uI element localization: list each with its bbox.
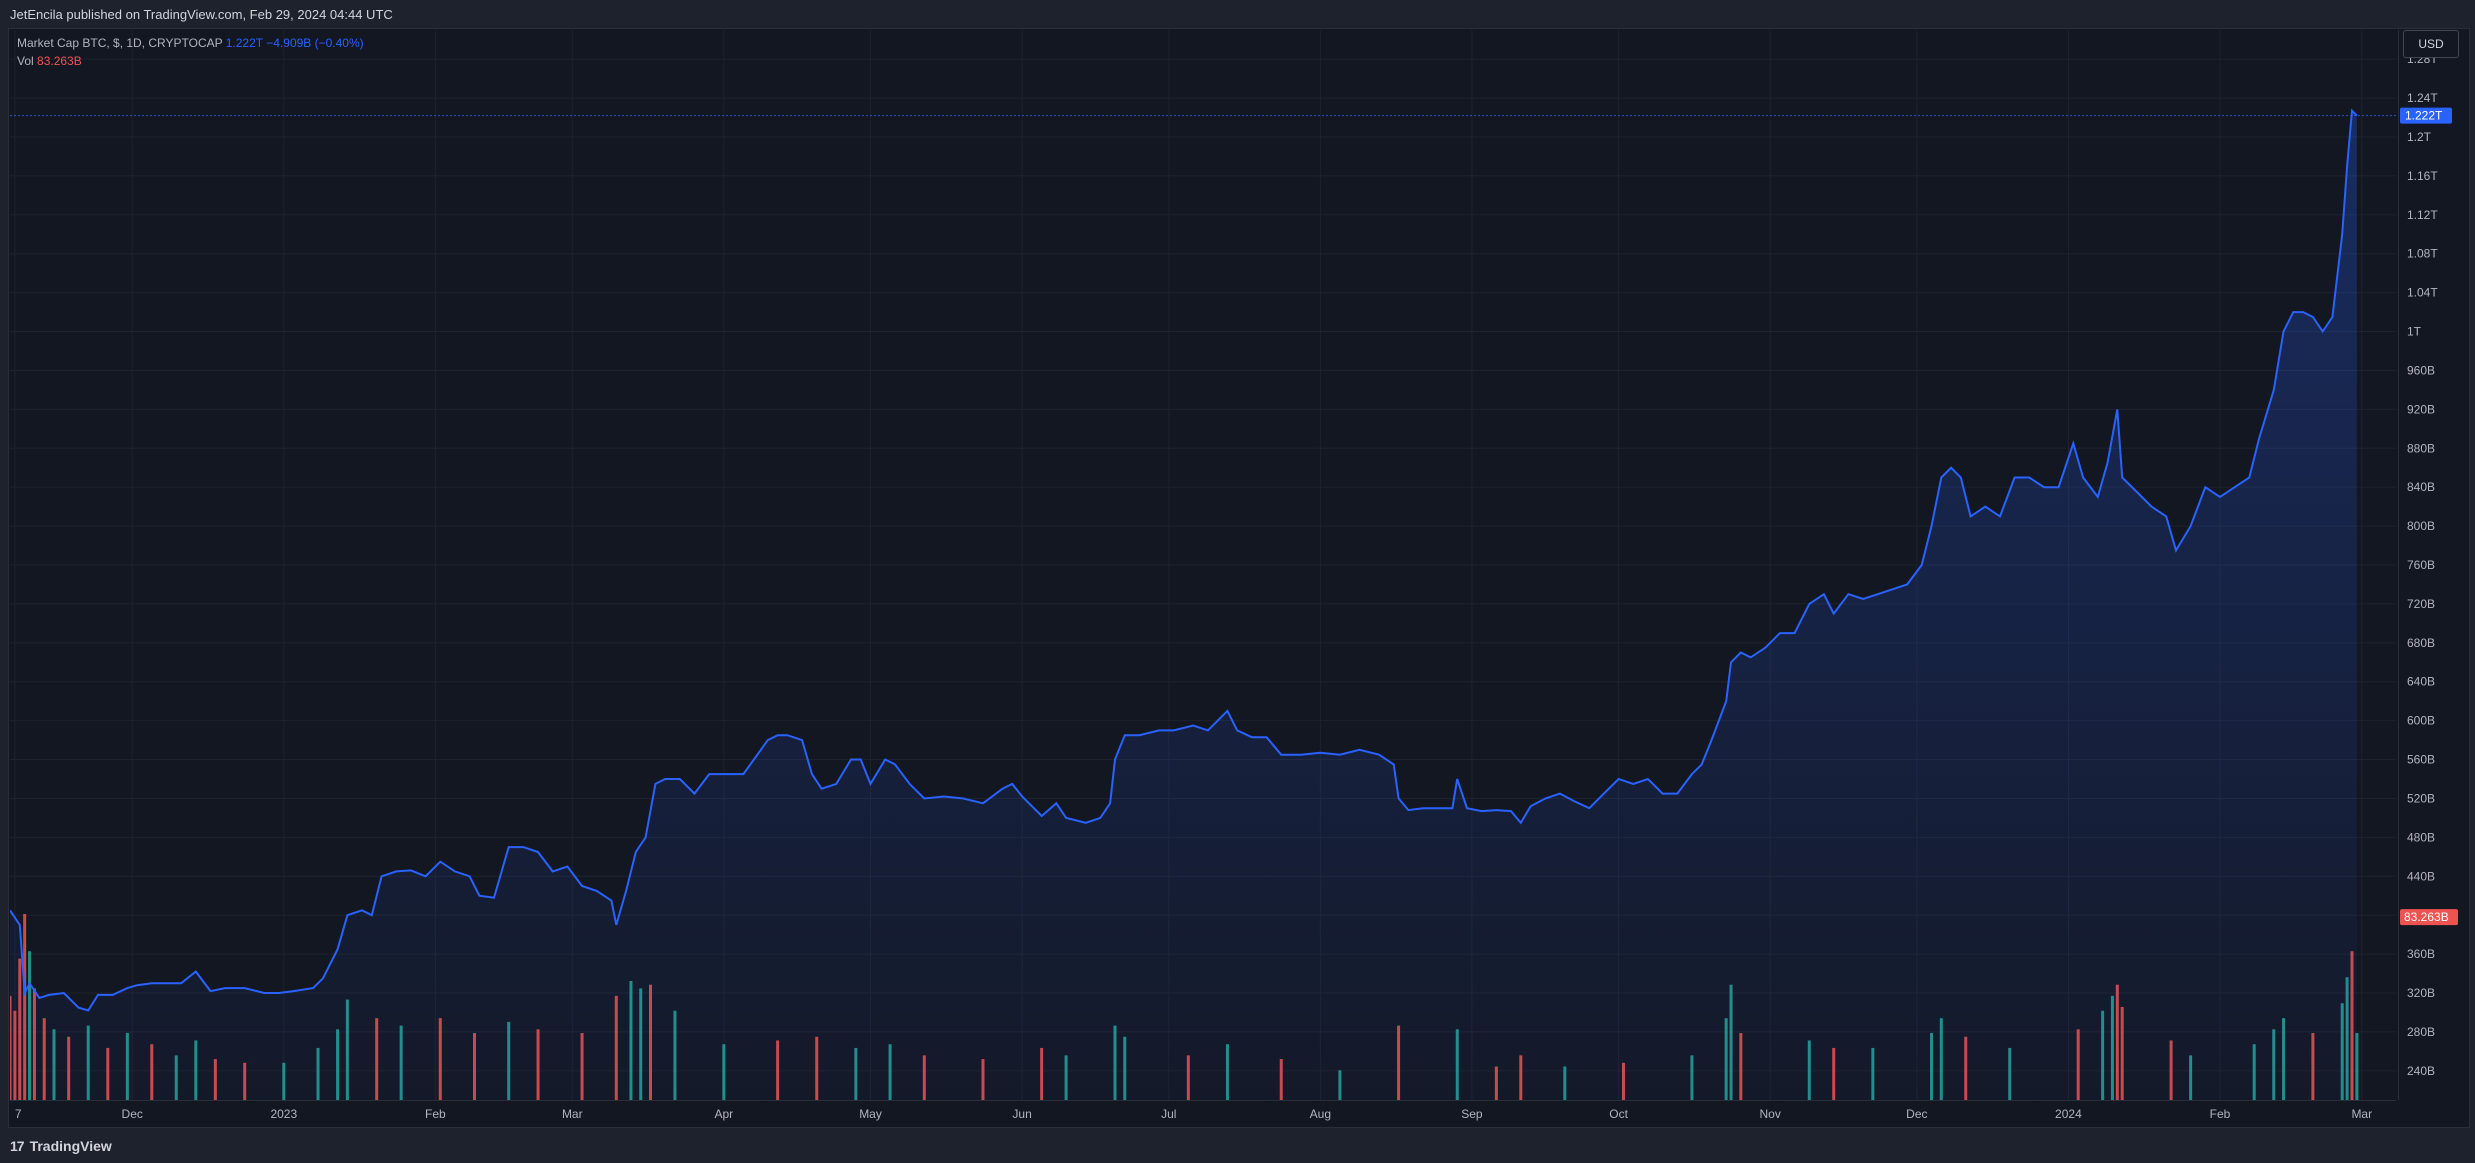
legend-vol-label: Vol [17,54,34,68]
price-tick-label: 1.24T [2407,91,2438,105]
time-tick-label: Dec [1906,1107,1927,1121]
chart-plot-area[interactable] [10,30,2396,1100]
price-tick-label: 440B [2407,869,2435,883]
price-scale[interactable]: 1.28T1.24T1.2T1.16T1.12T1.08T1.04T1T960B… [2398,30,2471,1100]
price-tick-label: 920B [2407,402,2435,416]
price-tick-label: 680B [2407,636,2435,650]
time-tick-label: Sep [1461,1107,1483,1121]
price-tick-label: 880B [2407,441,2435,455]
price-tick-label: 1.08T [2407,247,2438,261]
price-tick-label: 1.2T [2407,130,2432,144]
chart-legend: Market Cap BTC, $, 1D, CRYPTOCAP 1.222T … [17,34,364,70]
time-tick-label: Jun [1012,1107,1031,1121]
time-tick-label: Aug [1310,1107,1331,1121]
price-tick-label: 360B [2407,947,2435,961]
price-tick-label: 760B [2407,558,2435,572]
price-tick-label: 840B [2407,480,2435,494]
time-tick-label: Jul [1161,1107,1176,1121]
footer-bar: 17 TradingView [0,1128,2475,1163]
price-tick-label: 520B [2407,791,2435,805]
tradingview-logo[interactable]: 17 TradingView [10,1138,112,1154]
price-tick-label: 600B [2407,714,2435,728]
price-tick-label: 480B [2407,830,2435,844]
currency-button[interactable]: USD [2403,30,2459,58]
price-tick-label: 320B [2407,986,2435,1000]
time-axis[interactable]: 7 Dec 2023 Feb Mar Apr May Jun Jul Aug Sep Oct Nov De… [10,1100,2396,1127]
price-tick-label: 240B [2407,1064,2435,1078]
price-tick-label: 800B [2407,519,2435,533]
price-line [10,108,2358,1012]
time-tick-label: Dec [122,1107,143,1121]
price-area-fill [10,110,2357,1100]
legend-symbol: Market Cap BTC, $, 1D, CRYPTOCAP [17,36,223,50]
legend-vol-value: 83.263B [37,54,82,68]
publisher-text: JetEncila published on TradingView.com, … [10,7,393,22]
time-tick-label: 7 [15,1107,22,1121]
time-tick-label: Mar [562,1107,583,1121]
publisher-bar: JetEncila published on TradingView.com, … [0,0,2475,28]
time-tick-label: Feb [2210,1107,2231,1121]
price-tick-label: 560B [2407,753,2435,767]
price-badge [2400,107,2452,124]
time-tick-label: Apr [715,1107,734,1121]
legend-change: −4.909B (−0.40%) [266,36,364,50]
price-tick-label: 1.16T [2407,169,2438,183]
vol-badge-label: 83.263B [2404,910,2449,924]
tradingview-logo-text: TradingView [29,1138,112,1154]
price-tick-label: 960B [2407,363,2435,377]
price-tick-label: 1.12T [2407,208,2438,222]
vol-badge [2400,909,2458,926]
time-tick-label: Oct [1609,1107,1628,1121]
price-tick-label: 280B [2407,1025,2435,1039]
price-tick-label: 1.04T [2407,286,2438,300]
price-tick-label: 720B [2407,597,2435,611]
price-badge-label: 1.222T [2405,109,2443,123]
time-tick-label: 2024 [2055,1107,2082,1121]
legend-value: 1.222T [225,36,263,50]
time-tick-label: May [859,1107,882,1121]
time-tick-label: Nov [1759,1107,1780,1121]
time-tick-label: Mar [2351,1107,2372,1121]
price-tick-label: 1T [2407,325,2422,339]
time-tick-label: 2023 [270,1107,297,1121]
price-tick-label: 640B [2407,675,2435,689]
time-tick-label: Feb [425,1107,446,1121]
tradingview-logo-icon: 17 [10,1138,25,1154]
